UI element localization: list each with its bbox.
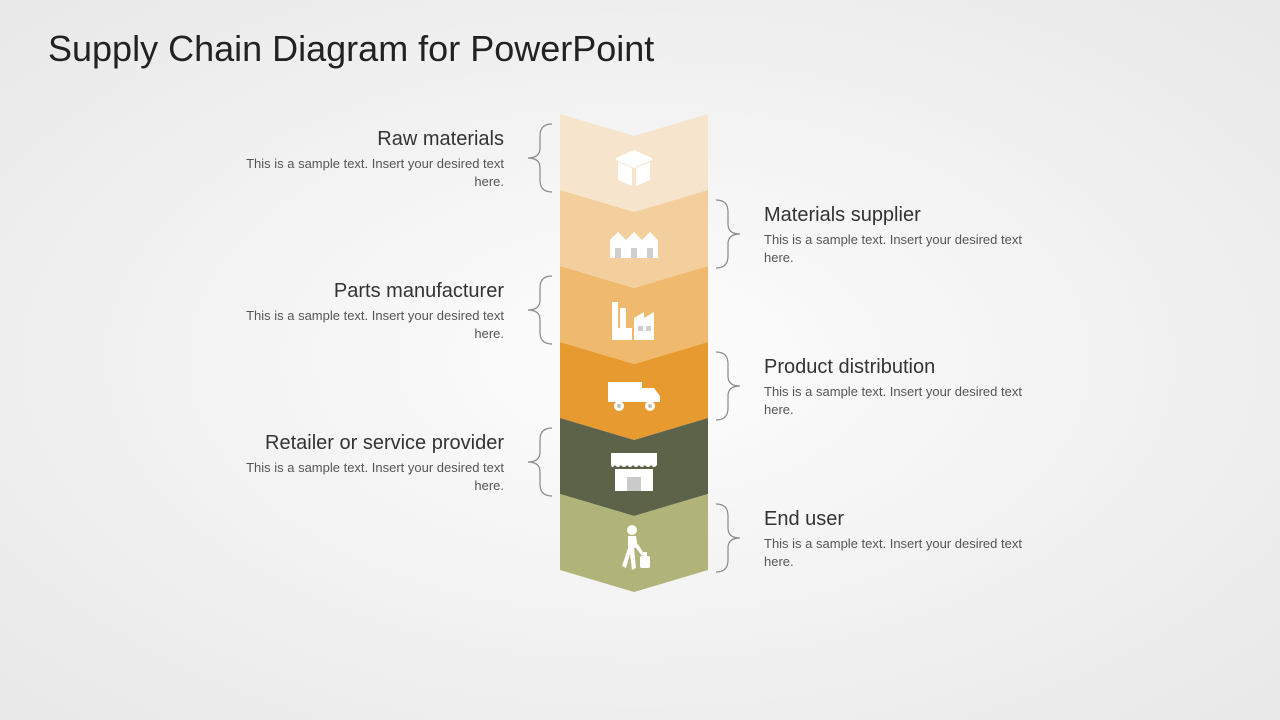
bracket-end-user xyxy=(712,502,752,592)
chevron-end-user xyxy=(560,494,708,592)
label-title: End user xyxy=(764,508,1024,531)
label-title: Materials supplier xyxy=(764,204,1024,227)
label-desc: This is a sample text. Insert your desir… xyxy=(244,459,504,494)
label-desc: This is a sample text. Insert your desir… xyxy=(764,231,1024,266)
person-icon xyxy=(614,524,654,572)
bracket-materials-supplier xyxy=(712,198,752,288)
label-desc: This is a sample text. Insert your desir… xyxy=(764,535,1024,570)
box-icon xyxy=(610,144,658,192)
label-desc: This is a sample text. Insert your desir… xyxy=(244,155,504,190)
shop-icon xyxy=(609,451,659,493)
label-retailer: Retailer or service provider This is a s… xyxy=(244,432,504,494)
label-product-distribution: Product distribution This is a sample te… xyxy=(764,356,1024,418)
factory-icon xyxy=(608,298,660,342)
bracket-retailer xyxy=(512,426,552,516)
label-materials-supplier: Materials supplier This is a sample text… xyxy=(764,204,1024,266)
label-title: Raw materials xyxy=(244,128,504,151)
bracket-product-distribution xyxy=(712,350,752,440)
truck-icon xyxy=(606,378,662,414)
label-title: Retailer or service provider xyxy=(244,432,504,455)
page-title: Supply Chain Diagram for PowerPoint xyxy=(48,28,654,70)
label-end-user: End user This is a sample text. Insert y… xyxy=(764,508,1024,570)
label-parts-manufacturer: Parts manufacturer This is a sample text… xyxy=(244,280,504,342)
bracket-raw-materials xyxy=(512,122,552,212)
label-desc: This is a sample text. Insert your desir… xyxy=(764,383,1024,418)
label-title: Parts manufacturer xyxy=(244,280,504,303)
bracket-parts-manufacturer xyxy=(512,274,552,364)
label-title: Product distribution xyxy=(764,356,1024,379)
label-desc: This is a sample text. Insert your desir… xyxy=(244,307,504,342)
warehouse-icon xyxy=(608,226,660,262)
label-raw-materials: Raw materials This is a sample text. Ins… xyxy=(244,128,504,190)
